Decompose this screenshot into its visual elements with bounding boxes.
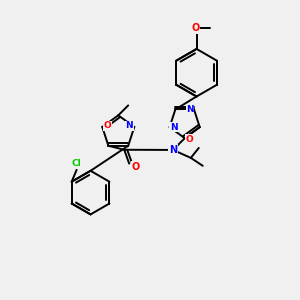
Text: Cl: Cl	[72, 159, 82, 168]
Text: O: O	[191, 23, 200, 33]
Text: N: N	[125, 122, 133, 130]
Text: O: O	[131, 162, 139, 172]
Text: N: N	[170, 123, 177, 132]
Text: N: N	[169, 145, 177, 155]
Text: O: O	[186, 135, 194, 144]
Text: O: O	[103, 122, 111, 130]
Text: N: N	[186, 105, 194, 114]
